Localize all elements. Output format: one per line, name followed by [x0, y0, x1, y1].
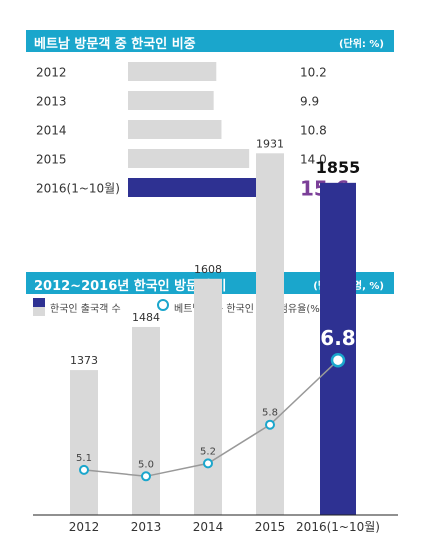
bar	[70, 370, 98, 515]
x-tick-label: 2014	[193, 520, 224, 534]
line-value-label: 5.0	[138, 459, 154, 470]
category-label: 2014	[36, 124, 67, 138]
x-tick-label: 2013	[131, 520, 162, 534]
category-label: 2015	[36, 153, 67, 167]
value-label: 9.9	[300, 95, 319, 109]
category-label: 2013	[36, 95, 67, 109]
x-tick-label: 2016(1~10월)	[296, 520, 380, 534]
line-value-label: 5.1	[76, 453, 92, 464]
chart2-title: 2012~2016년 한국인 방문 추이	[34, 279, 227, 294]
chart1-unit: (단위: %)	[338, 39, 384, 50]
bar-value-label: 1484	[132, 311, 160, 324]
bar	[132, 326, 160, 515]
bar	[256, 153, 284, 515]
line-point	[79, 464, 89, 475]
value-label: 10.2	[300, 66, 327, 80]
line-point	[203, 458, 213, 469]
bar	[128, 120, 222, 139]
bar	[128, 178, 263, 197]
legend-line-label: 베트남 방문 한국인 출국 점유율(%)	[174, 304, 324, 315]
line-value-label: 5.2	[200, 446, 216, 457]
bar	[128, 62, 217, 81]
legend-line-marker-icon	[157, 299, 169, 311]
bar-value-label: 1931	[256, 137, 284, 150]
line-point	[330, 352, 346, 368]
legend-bar-swatch-gray	[33, 307, 45, 316]
bar-value-label: 1855	[316, 158, 361, 177]
line-value-label: 5.8	[262, 408, 278, 419]
chart1-header-bar: 베트남 방문객 중 한국인 비중 (단위: %)	[26, 30, 394, 52]
bar	[320, 182, 356, 515]
category-label: 2012	[36, 66, 67, 80]
line-point	[141, 471, 151, 482]
line-value-label: 6.8	[320, 326, 355, 350]
bar	[128, 149, 250, 168]
line-point	[265, 419, 275, 430]
bar	[128, 91, 214, 110]
x-tick-label: 2012	[69, 520, 100, 534]
x-tick-label: 2015	[255, 520, 286, 534]
bar-value-label: 1608	[194, 263, 222, 276]
legend-bar-label: 한국인 출국객 수	[50, 304, 121, 315]
legend-bar-swatch	[33, 298, 45, 307]
bar	[194, 278, 222, 515]
category-label: 2016(1~10월)	[36, 182, 120, 196]
value-label: 14.0	[300, 153, 327, 167]
value-label: 10.8	[300, 124, 327, 138]
chart1-title: 베트남 방문객 중 한국인 비중	[34, 37, 196, 52]
bar-value-label: 1373	[70, 354, 98, 367]
